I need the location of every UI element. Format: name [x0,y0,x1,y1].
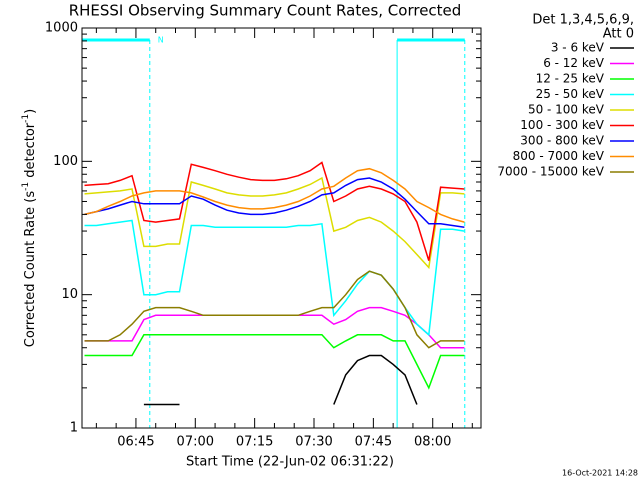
legend-label: 6 - 12 keV [543,56,605,70]
y-axis-label: Corrected Count Rate (s-1 detector-1) [21,109,38,347]
y-label-part: detector [23,122,38,182]
y-tick-label: 1 [70,421,78,436]
annotation: N [158,36,164,45]
y-tick-label: 1000 [45,21,78,36]
series-line [84,167,465,223]
legend-label: 3 - 6 keV [551,41,605,55]
x-tick-label: 07:30 [295,435,332,450]
x-axis-label: Start Time (22-Jun-02 06:31:22) [186,455,394,470]
legend-label: 800 - 7000 keV [513,149,605,163]
plot-area [82,38,466,428]
footer: 16-Oct-2021 14:28 [562,469,638,478]
series-line [84,270,465,349]
y-tick-label: 10 [61,287,78,302]
legend-header: Att 0 [603,27,634,42]
legend-label: 300 - 800 keV [520,134,604,148]
x-tick-label: 08:00 [414,435,451,450]
legend-label: 50 - 100 keV [528,103,605,117]
series-line [333,354,418,405]
chart-title: RHESSI Observing Summary Count Rates, Co… [69,2,462,20]
series-line [84,177,465,229]
series-line [84,176,465,270]
series-line [84,161,465,261]
x-tick-label: 06:45 [117,435,154,450]
plot-frame [81,27,482,429]
legend-label: 25 - 50 keV [536,87,605,101]
x-tick-label: 07:15 [236,435,273,450]
legend-header: Det 1,3,4,5,6,9, [532,13,634,28]
legend-label: 7000 - 15000 keV [497,165,604,179]
series-line [84,334,465,390]
x-tick-label: 07:45 [355,435,392,450]
y-tick-label: 100 [53,154,78,169]
y-label-part: Corrected Count Rate (s [23,191,38,348]
y-label-part: ) [23,109,38,114]
legend-label: 100 - 300 keV [520,118,604,132]
y-label-sup: -1 [21,114,31,123]
x-tick-label: 07:00 [177,435,214,450]
y-label-sup: -1 [21,182,31,191]
legend-label: 12 - 25 keV [536,72,605,86]
